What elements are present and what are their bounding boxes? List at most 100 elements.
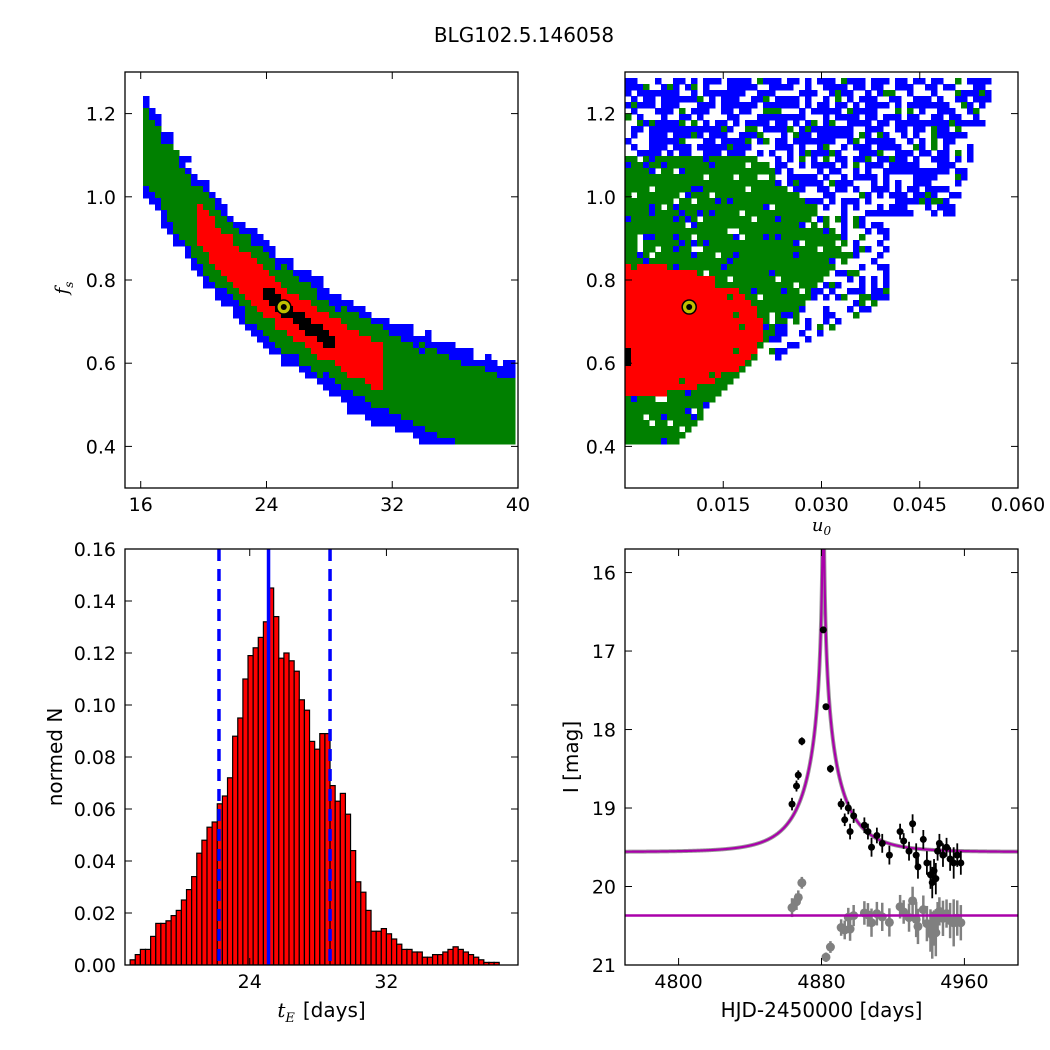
- heatmap-cell: [167, 186, 174, 193]
- heatmap-cell: [365, 366, 372, 373]
- heatmap-cell: [901, 204, 908, 211]
- heatmap-cell: [323, 312, 330, 319]
- heatmap-cell: [335, 324, 342, 331]
- heatmap-cell: [751, 240, 758, 247]
- heatmap-cell: [185, 234, 192, 241]
- heatmap-cell: [263, 312, 270, 319]
- heatmap-cell: [143, 156, 150, 163]
- heatmap-cell: [245, 282, 252, 289]
- heatmap-cell: [739, 306, 746, 313]
- heatmap-cell: [715, 240, 722, 247]
- heatmap-cell: [497, 414, 504, 421]
- heatmap-cell: [401, 360, 408, 367]
- heatmap-cell: [691, 384, 698, 391]
- heatmap-cell: [895, 120, 902, 127]
- heatmap-cell: [739, 240, 746, 247]
- heatmap-cell: [913, 114, 920, 121]
- heatmap-cell: [913, 186, 920, 193]
- heatmap-cell: [727, 240, 734, 247]
- heatmap-cell: [769, 300, 776, 307]
- heatmap-cell: [751, 258, 758, 265]
- heatmap-cell: [395, 324, 402, 331]
- heatmap-cell: [709, 228, 716, 235]
- heatmap-cell: [305, 342, 312, 349]
- heatmap-cell: [865, 210, 872, 217]
- heatmap-cell: [739, 288, 746, 295]
- heatmap-cell: [811, 198, 818, 205]
- heatmap-cell: [649, 126, 656, 133]
- heatmap-cell: [649, 264, 656, 271]
- heatmap-cell: [781, 300, 788, 307]
- heatmap-cell: [473, 426, 480, 433]
- heatmap-cell: [655, 366, 662, 373]
- heatmap-cell: [643, 390, 650, 397]
- heatmap-cell: [293, 342, 300, 349]
- heatmap-cell: [251, 318, 258, 325]
- heatmap-cell: [625, 426, 632, 433]
- heatmap-cell: [685, 342, 692, 349]
- heatmap-cell: [811, 228, 818, 235]
- heatmap-cell: [637, 258, 644, 265]
- heatmap-cell: [673, 216, 680, 223]
- heatmap-cell: [419, 420, 426, 427]
- heatmap-cell: [631, 306, 638, 313]
- heatmap-cell: [185, 246, 192, 253]
- heatmap-cell: [799, 246, 806, 253]
- heatmap-cell: [269, 300, 276, 307]
- heatmap-cell: [757, 204, 764, 211]
- y-tick-label: 0.16: [74, 539, 116, 561]
- heatmap-cell: [143, 162, 150, 169]
- heatmap-cell: [311, 366, 318, 373]
- heatmap-cell: [721, 126, 728, 133]
- heatmap-cell: [727, 264, 734, 271]
- heatmap-cell: [269, 252, 276, 259]
- heatmap-cell: [799, 204, 806, 211]
- heatmap-cell: [317, 324, 324, 331]
- heatmap-cell: [769, 222, 776, 229]
- heatmap-cell: [877, 264, 884, 271]
- heatmap-cell: [197, 264, 204, 271]
- heatmap-cell: [697, 114, 704, 121]
- heatmap-cell: [841, 126, 848, 133]
- heatmap-cell: [371, 360, 378, 367]
- heatmap-cell: [643, 426, 650, 433]
- heatmap-cell: [763, 330, 770, 337]
- heatmap-cell: [377, 414, 384, 421]
- heatmap-cell: [503, 360, 510, 367]
- heatmap-cell: [781, 204, 788, 211]
- heatmap-cell: [805, 336, 812, 343]
- heatmap-cell: [787, 246, 794, 253]
- heatmap-cell: [709, 384, 716, 391]
- heatmap-cell: [757, 96, 764, 103]
- heatmap-cell: [437, 342, 444, 349]
- heatmap-cell: [973, 120, 980, 127]
- heatmap-cell: [643, 120, 650, 127]
- heatmap-cell: [655, 192, 662, 199]
- heatmap-cell: [793, 120, 800, 127]
- heatmap-cell: [673, 432, 680, 439]
- heatmap-cell: [407, 366, 414, 373]
- heatmap-cell: [697, 390, 704, 397]
- heatmap-cell: [661, 348, 668, 355]
- data-point: [873, 831, 881, 839]
- heatmap-cell: [763, 96, 770, 103]
- heatmap-cell: [233, 228, 240, 235]
- heatmap-cell: [787, 306, 794, 313]
- heatmap-cell: [673, 252, 680, 259]
- heatmap-cell: [467, 360, 474, 367]
- heatmap-cell: [485, 420, 492, 427]
- heatmap-cell: [757, 300, 764, 307]
- heatmap-cell: [401, 390, 408, 397]
- residual-point: [793, 892, 803, 902]
- heatmap-cell: [221, 228, 228, 235]
- heatmap-cell: [667, 378, 674, 385]
- heatmap-cell: [473, 390, 480, 397]
- heatmap-cell: [233, 300, 240, 307]
- heatmap-cell: [631, 276, 638, 283]
- heatmap-cell: [395, 426, 402, 433]
- heatmap-cell: [257, 330, 264, 337]
- heatmap-cell: [703, 282, 710, 289]
- heatmap-cell: [841, 84, 848, 91]
- heatmap-cell: [625, 408, 632, 415]
- heatmap-cell: [269, 258, 276, 265]
